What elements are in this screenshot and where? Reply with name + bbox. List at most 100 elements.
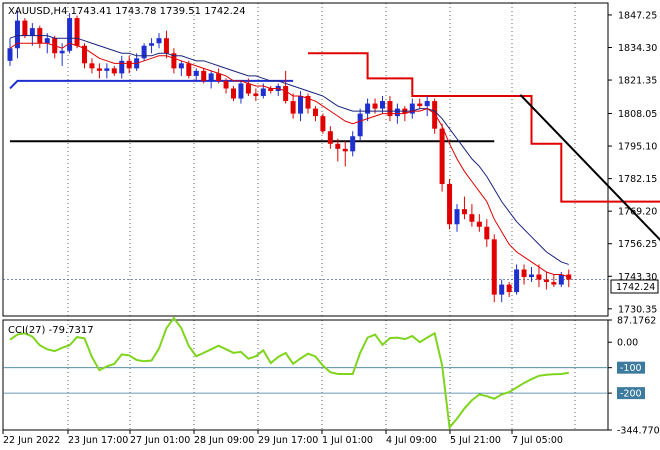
candle-body <box>74 18 80 46</box>
candle-body <box>216 73 222 81</box>
candle-body <box>424 101 430 107</box>
candle-body <box>82 45 87 64</box>
price-axis: 1847.25 1834.30 1821.35 1808.05 1795.10 1782.… <box>608 10 657 315</box>
time-tick-label: 5 Jul 21:00 <box>450 435 501 446</box>
price-tick-label: 1756.25 <box>618 239 657 250</box>
candle-body <box>327 131 333 144</box>
slow-moving-average <box>9 35 569 265</box>
cci-axis: 87.1762 0.00 -100 -200 -344.7709 <box>608 316 660 437</box>
candle-body <box>551 282 557 285</box>
candle-body <box>320 116 326 132</box>
candle-body <box>499 284 505 295</box>
candle-body <box>305 96 311 109</box>
price-panel[interactable] <box>2 2 609 317</box>
candle-body <box>111 68 117 74</box>
candle-body <box>342 148 348 152</box>
candle-body <box>44 38 50 44</box>
cci-panel[interactable] <box>2 319 609 431</box>
price-tick-label: 1847.25 <box>618 10 657 21</box>
candle-body <box>201 70 207 81</box>
candle-body <box>290 101 296 114</box>
price-tick-label: 1743.30 <box>618 272 657 283</box>
candle-body <box>543 279 549 283</box>
time-tick-label: 29 Jun 17:00 <box>258 435 318 446</box>
time-tick-label: 4 Jul 09:00 <box>386 435 437 446</box>
price-tick-label: 1795.10 <box>618 142 657 153</box>
candle-body <box>223 80 229 89</box>
candle-body <box>126 60 132 69</box>
price-tick-label: 1782.15 <box>618 174 657 185</box>
candle-body <box>409 103 415 114</box>
time-tick-label: 22 Jun 2022 <box>3 435 60 446</box>
candle-body <box>96 68 102 71</box>
cci-level-label: -100 <box>620 363 642 374</box>
candle-body <box>253 93 259 97</box>
trend-line <box>519 94 660 242</box>
time-axis: 22 Jun 2022 23 Jun 17:00 27 Jun 01:00 28 Ju… <box>2 430 563 446</box>
candle-body <box>357 113 363 137</box>
time-tick-label: 1 Jul 01:00 <box>322 435 373 446</box>
candle-body <box>149 43 155 46</box>
cci-tick-label: 0.00 <box>617 338 638 349</box>
candle-body <box>439 128 445 185</box>
candle-body <box>506 284 512 293</box>
candle-body <box>312 108 318 117</box>
candle-body <box>14 20 20 49</box>
candle-body <box>283 85 289 102</box>
candle-body <box>268 88 274 91</box>
candle-body <box>89 63 95 69</box>
candle-body <box>156 38 162 44</box>
candle-body <box>178 63 184 69</box>
candle-body <box>469 214 475 222</box>
cci-series <box>9 316 569 430</box>
candle-body <box>104 68 110 71</box>
candle-body <box>380 101 385 109</box>
candle-body <box>193 70 199 76</box>
cci-tick-label: 87.1762 <box>617 316 656 327</box>
cci-tick-label: -344.7709 <box>617 426 660 437</box>
red-step-level <box>308 52 660 203</box>
cci-level-label: -200 <box>620 389 642 400</box>
cci-level-badge <box>617 387 645 400</box>
current-price-box <box>610 279 659 294</box>
candle-body <box>22 20 28 36</box>
candle-body <box>521 269 527 278</box>
candle-body <box>491 239 497 295</box>
moving-averages <box>9 35 569 278</box>
candle-body <box>417 103 423 107</box>
fast-moving-average <box>9 42 569 278</box>
candle-body <box>141 45 147 59</box>
candle-body <box>454 209 460 225</box>
candle-body <box>29 28 35 36</box>
candle-body <box>260 88 266 97</box>
candle-body <box>558 274 564 285</box>
candle-body <box>432 101 438 129</box>
candle-body <box>484 226 490 240</box>
candle-body <box>335 143 341 149</box>
candle-body <box>514 269 520 293</box>
candle-body <box>365 103 371 114</box>
time-tick-label: 28 Jun 09:00 <box>194 435 254 446</box>
time-tick-label: 23 Jun 17:00 <box>68 435 128 446</box>
cci-level-badge <box>617 361 645 374</box>
price-tick-label: 1808.05 <box>618 109 657 120</box>
candle-body <box>238 83 244 99</box>
symbol-header: XAUUSD,H4 1743.41 1743.78 1739.51 1742.2… <box>8 6 246 17</box>
candle-body <box>350 136 356 152</box>
price-tick-label: 1769.20 <box>618 207 657 218</box>
time-tick-label: 7 Jul 05:00 <box>512 435 563 446</box>
candle-body <box>461 209 467 215</box>
candle-body <box>529 274 534 278</box>
candle-body <box>67 18 73 51</box>
overlay-lines <box>3 52 660 280</box>
candle-body <box>372 103 378 109</box>
candle-body <box>186 63 192 76</box>
candle-body <box>163 38 169 54</box>
cci-line <box>9 316 569 430</box>
price-tick-label: 1730.35 <box>618 304 657 315</box>
candlestick-series <box>7 10 572 303</box>
candle-body <box>298 96 304 114</box>
candle-body <box>231 88 236 99</box>
cci-label: CCI(27) -79.7317 <box>8 325 94 336</box>
